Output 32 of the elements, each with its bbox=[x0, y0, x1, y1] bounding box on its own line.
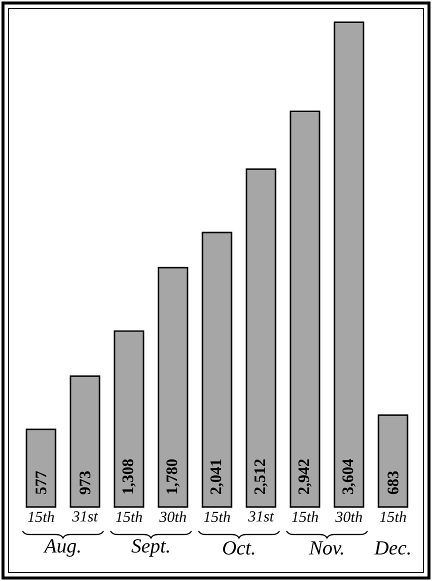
data-label: 2,942 bbox=[298, 459, 312, 494]
x-tick-label: 15th bbox=[204, 511, 230, 522]
bar bbox=[378, 414, 408, 508]
data-label: 2,512 bbox=[254, 459, 268, 494]
data-label: 1,308 bbox=[122, 459, 136, 494]
text: Aug. bbox=[43, 539, 80, 557]
data-label: 2,041 bbox=[210, 460, 224, 494]
x-tick-label: 30th bbox=[335, 511, 362, 522]
data-label: 577 bbox=[36, 471, 46, 494]
data-label: 683 bbox=[388, 471, 398, 494]
bar bbox=[246, 168, 276, 508]
x-tick-label: 15th bbox=[292, 511, 318, 522]
x-tick-label: 30th bbox=[159, 511, 186, 522]
text: Dec. bbox=[374, 541, 410, 555]
data-label: 1,780 bbox=[166, 459, 180, 494]
bar bbox=[158, 266, 188, 508]
text: Oct. bbox=[223, 541, 254, 555]
data-label: 973 bbox=[80, 471, 90, 494]
data-label: 3,604 bbox=[342, 459, 356, 494]
x-tick-label: 31st bbox=[72, 511, 98, 522]
x-tick-label: 31st bbox=[248, 511, 274, 522]
bar bbox=[26, 428, 56, 508]
bar bbox=[202, 232, 232, 508]
bar bbox=[114, 330, 144, 508]
x-tick-label: 15th bbox=[28, 511, 54, 522]
bar bbox=[70, 375, 100, 508]
bar bbox=[334, 22, 364, 508]
x-tick-label: 15th bbox=[380, 511, 406, 522]
text: Nov. bbox=[308, 541, 344, 555]
text: Sept. bbox=[132, 539, 169, 557]
x-tick-label: 15th bbox=[116, 511, 142, 522]
bar bbox=[290, 110, 320, 508]
